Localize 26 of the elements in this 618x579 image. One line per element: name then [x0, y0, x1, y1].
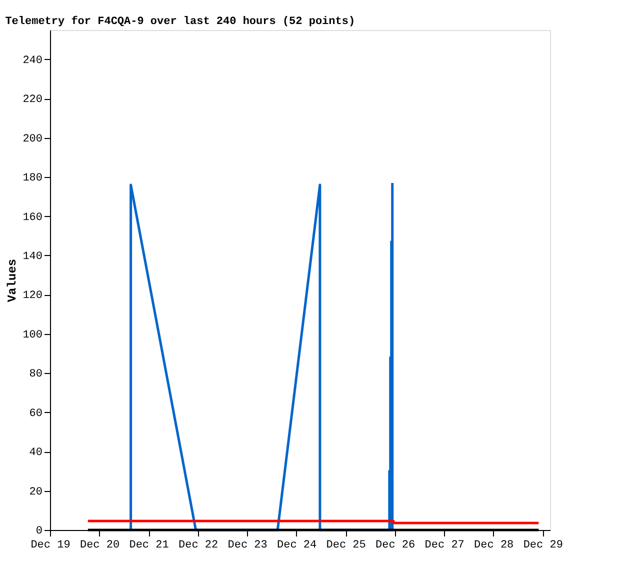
- y-tick-label: 220: [22, 94, 42, 106]
- y-tick-label: 40: [29, 447, 42, 460]
- x-tick-label: Dec 22: [178, 540, 218, 552]
- y-tick-label: 60: [29, 408, 42, 420]
- y-tick-label: 160: [22, 212, 42, 224]
- x-tick-label: Dec 25: [326, 540, 366, 552]
- y-tick-label: 180: [22, 172, 42, 185]
- x-tick-label: Dec 20: [80, 540, 120, 552]
- x-tick-label: Dec 28: [474, 540, 514, 552]
- y-tick-label: 240: [22, 54, 42, 67]
- y-tick-label: 200: [22, 133, 42, 146]
- x-tick-label: Dec 21: [129, 540, 170, 552]
- y-tick-label: 140: [22, 250, 42, 263]
- x-tick-label: Dec 19: [30, 540, 70, 552]
- x-tick-label: Dec 23: [228, 540, 268, 552]
- y-tick-label: 100: [22, 329, 42, 342]
- x-tick-label: Dec 29: [523, 540, 563, 552]
- y-tick-label: 0: [36, 526, 42, 538]
- chart-title: Telemetry for F4CQA-9 over last 240 hours (52 points): [5, 15, 356, 28]
- x-tick-label: Dec 24: [277, 540, 318, 552]
- x-tick-label: Dec 26: [376, 540, 416, 552]
- y-tick-label: 120: [22, 290, 42, 302]
- x-tick-label: Dec 27: [424, 540, 464, 552]
- y-tick-label: 80: [29, 368, 42, 381]
- y-axis-title: Values: [6, 258, 20, 302]
- y-tick-label: 20: [29, 486, 42, 498]
